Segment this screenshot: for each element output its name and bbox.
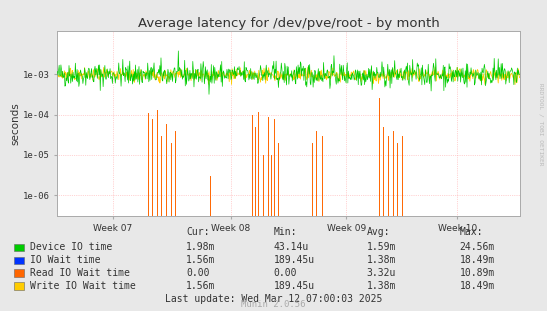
Text: 1.59m: 1.59m bbox=[366, 242, 396, 252]
Text: 189.45u: 189.45u bbox=[274, 281, 315, 291]
Text: Read IO Wait time: Read IO Wait time bbox=[30, 268, 130, 278]
Text: 0.00: 0.00 bbox=[274, 268, 297, 278]
Text: 189.45u: 189.45u bbox=[274, 255, 315, 265]
Text: 43.14u: 43.14u bbox=[274, 242, 309, 252]
Text: 18.49m: 18.49m bbox=[459, 255, 494, 265]
Text: 1.98m: 1.98m bbox=[186, 242, 216, 252]
Text: Munin 2.0.56: Munin 2.0.56 bbox=[241, 299, 306, 309]
Text: 10.89m: 10.89m bbox=[459, 268, 494, 278]
Text: Last update: Wed Mar 12 07:00:03 2025: Last update: Wed Mar 12 07:00:03 2025 bbox=[165, 294, 382, 304]
Text: RRDTOOL / TOBI OETIKER: RRDTOOL / TOBI OETIKER bbox=[538, 83, 543, 166]
Text: Min:: Min: bbox=[274, 227, 297, 237]
Text: 1.38m: 1.38m bbox=[366, 255, 396, 265]
Text: Write IO Wait time: Write IO Wait time bbox=[30, 281, 136, 291]
Text: 18.49m: 18.49m bbox=[459, 281, 494, 291]
Text: 3.32u: 3.32u bbox=[366, 268, 396, 278]
Text: 1.38m: 1.38m bbox=[366, 281, 396, 291]
Text: IO Wait time: IO Wait time bbox=[30, 255, 101, 265]
Text: 24.56m: 24.56m bbox=[459, 242, 494, 252]
Text: Avg:: Avg: bbox=[366, 227, 390, 237]
Title: Average latency for /dev/pve/root - by month: Average latency for /dev/pve/root - by m… bbox=[138, 17, 439, 30]
Y-axis label: seconds: seconds bbox=[10, 102, 20, 145]
Text: 0.00: 0.00 bbox=[186, 268, 210, 278]
Text: Device IO time: Device IO time bbox=[30, 242, 112, 252]
Text: Max:: Max: bbox=[459, 227, 483, 237]
Text: Cur:: Cur: bbox=[186, 227, 210, 237]
Text: 1.56m: 1.56m bbox=[186, 281, 216, 291]
Text: 1.56m: 1.56m bbox=[186, 255, 216, 265]
